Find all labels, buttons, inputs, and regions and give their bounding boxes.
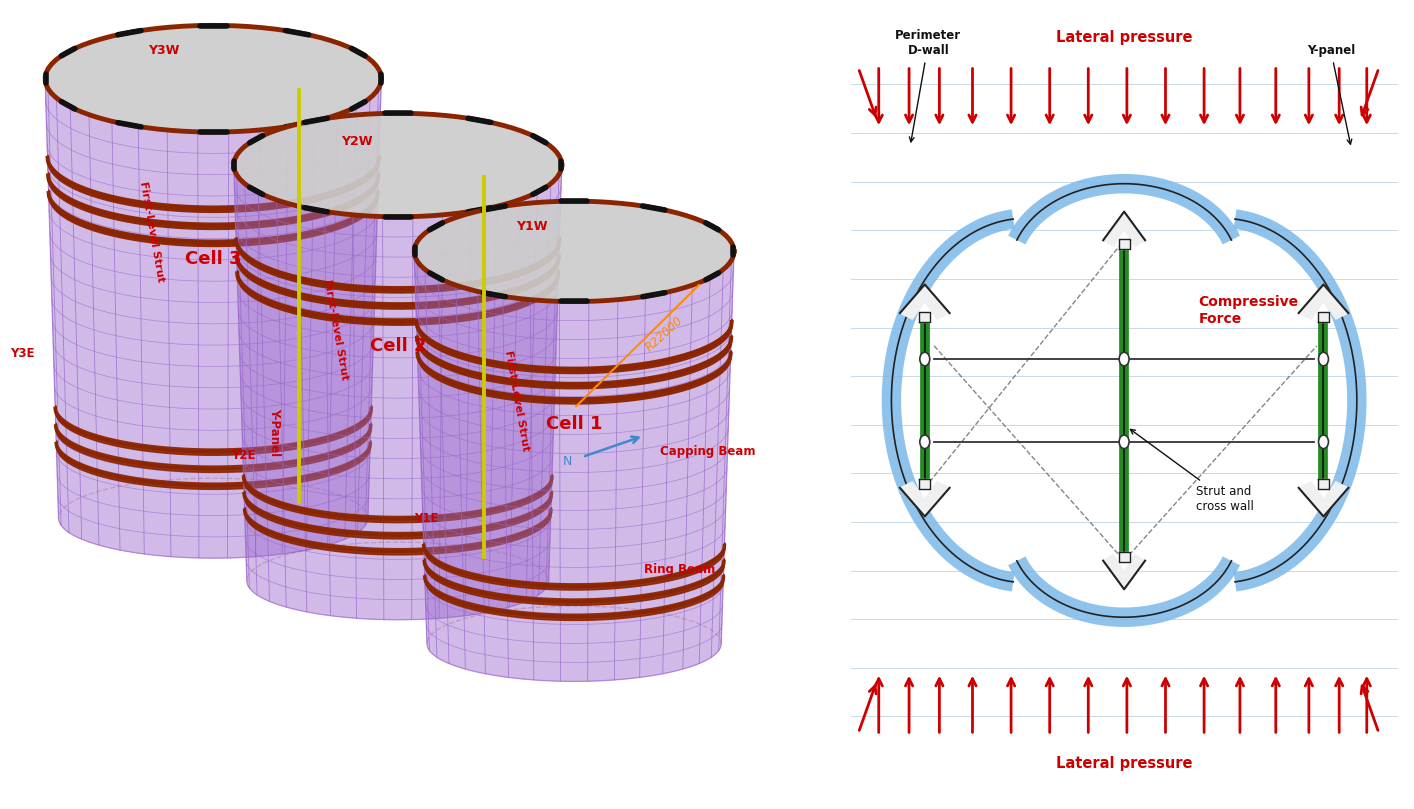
Circle shape [1118, 435, 1130, 449]
Polygon shape [1318, 311, 1329, 322]
Circle shape [1318, 352, 1328, 366]
Text: Cell 2: Cell 2 [369, 337, 426, 354]
Text: Cell 3: Cell 3 [185, 250, 242, 269]
Text: First-Level Strut: First-Level Strut [322, 279, 351, 381]
Text: Compressive
Force: Compressive Force [1199, 294, 1298, 326]
Text: First-Level Strut: First-Level Strut [503, 349, 530, 451]
Text: Lateral pressure: Lateral pressure [1056, 756, 1192, 771]
Polygon shape [414, 201, 734, 302]
Polygon shape [1118, 239, 1130, 249]
Text: R22000: R22000 [643, 314, 686, 354]
Text: Y2E: Y2E [232, 449, 256, 462]
Polygon shape [1298, 482, 1349, 516]
Text: Cell 1: Cell 1 [546, 415, 602, 433]
Polygon shape [233, 113, 561, 217]
Circle shape [1318, 435, 1328, 449]
Circle shape [1118, 352, 1130, 366]
Polygon shape [1298, 285, 1349, 319]
Polygon shape [1103, 555, 1145, 589]
Text: Y-panel: Y-panel [1307, 44, 1355, 144]
Polygon shape [1118, 552, 1130, 562]
Text: Capping Beam: Capping Beam [660, 445, 755, 458]
Text: First-Level Strut: First-Level Strut [139, 180, 165, 283]
Polygon shape [45, 78, 382, 558]
Text: Y-Panel: Y-Panel [269, 408, 281, 456]
Circle shape [921, 435, 930, 449]
Text: Y3W: Y3W [148, 44, 180, 57]
Text: Y1W: Y1W [516, 219, 547, 232]
Polygon shape [1318, 479, 1329, 489]
Polygon shape [233, 165, 561, 620]
Polygon shape [1103, 212, 1145, 246]
Polygon shape [414, 252, 734, 681]
Text: Y3E: Y3E [10, 347, 34, 360]
Text: Perimeter
D-wall: Perimeter D-wall [895, 29, 962, 142]
Text: Strut and
cross wall: Strut and cross wall [1130, 430, 1254, 513]
Text: Lateral pressure: Lateral pressure [1056, 30, 1192, 45]
Text: Ring Beam: Ring Beam [643, 563, 715, 576]
Text: N: N [563, 455, 573, 468]
Polygon shape [899, 482, 950, 516]
Text: Y2W: Y2W [341, 135, 372, 148]
Polygon shape [919, 311, 930, 322]
Polygon shape [45, 25, 382, 132]
Polygon shape [919, 479, 930, 489]
Circle shape [921, 352, 930, 366]
Polygon shape [899, 285, 950, 319]
Text: Y1E: Y1E [414, 511, 438, 525]
